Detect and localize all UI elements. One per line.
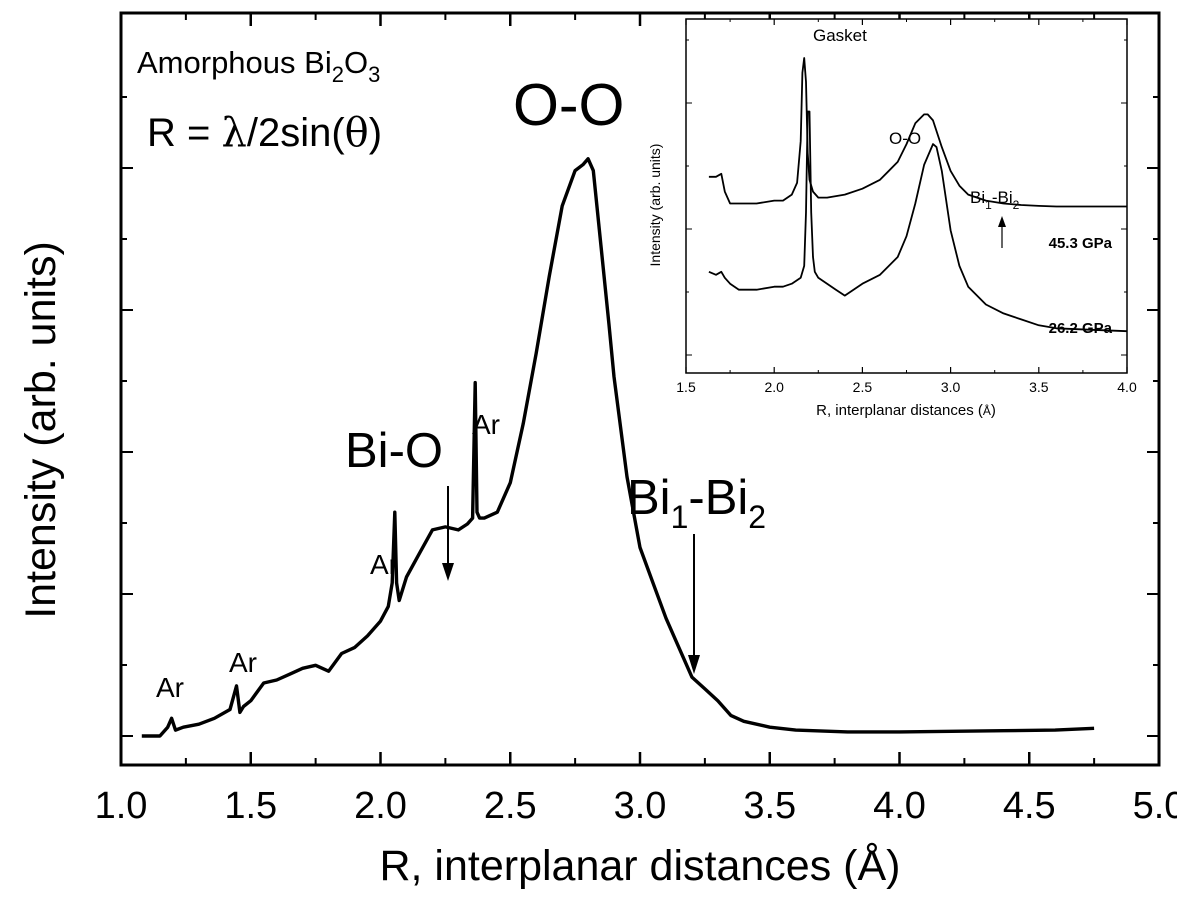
inset-x-ticks: 1.5 2.0 2.5 3.0 3.5 4.0 [676,19,1137,395]
inset-x-tick-label: 1.5 [676,379,696,395]
main-x-axis-label: R, interplanar distances (Å) [379,842,900,890]
inset-legend-45-3-gpa: 45.3 GPa [1049,235,1113,252]
main-x-tick-label: 4.5 [1003,785,1056,827]
inset-x-tick-label: 2.5 [853,379,873,395]
inset-x-tick-label: 4.0 [1117,379,1137,395]
inset-label-bibi: Bi1-Bi2 [970,188,1020,212]
main-y-ticks [121,96,1159,737]
main-x-tick-label: 2.0 [354,785,407,827]
main-y-axis-label: Intensity (arb. units) [17,241,65,619]
inset-label-oo: O-O [889,129,921,148]
inset-arrow-bibi [998,216,1006,248]
inset-plot-frame [685,18,1128,374]
main-x-tick-label: 5.0 [1133,785,1177,827]
arrow-bio [442,486,454,581]
inset-label-gasket: Gasket [813,26,867,45]
ar-label-4: Ar [472,409,500,440]
main-x-tick-label: 3.5 [743,785,796,827]
arrow-bibi [688,534,700,674]
inset-x-tick-label: 2.0 [764,379,784,395]
main-x-tick-label: 1.0 [95,785,148,827]
inset-x-axis-label: R, interplanar distances (Å) [816,402,996,419]
inset-series-45-3-gpa [708,57,1127,208]
main-series-line [141,157,1095,738]
main-x-tick-label: 1.5 [224,785,277,827]
main-x-ticks: 1.0 1.5 2.0 2.5 3.0 3.5 4.0 4.5 5.0 [95,13,1177,827]
ar-label-1: Ar [156,672,184,703]
inset-series-26-2-gpa [708,110,1128,333]
inset-y-ticks [686,39,1127,356]
main-x-tick-label: 4.0 [873,785,926,827]
peak-label-bio: Bi-O [345,424,443,478]
ar-label-2: Ar [229,647,257,678]
ar-label-3: Ar [370,549,398,580]
main-x-tick-label: 3.0 [614,785,667,827]
inset-x-tick-label: 3.5 [1029,379,1049,395]
sample-label: Amorphous Bi2O3 [137,45,380,87]
peak-label-bibi: Bi1-Bi2 [627,471,766,535]
inset-legend-26-2-gpa: 26.2 GPa [1049,320,1113,337]
inset-y-axis-label: Intensity (arb. units) [647,144,663,267]
main-x-tick-label: 2.5 [484,785,537,827]
inset-x-tick-label: 3.0 [941,379,961,395]
peak-label-oo: O-O [513,72,624,138]
formula-label: R = λ/2sin(θ) [147,110,382,156]
